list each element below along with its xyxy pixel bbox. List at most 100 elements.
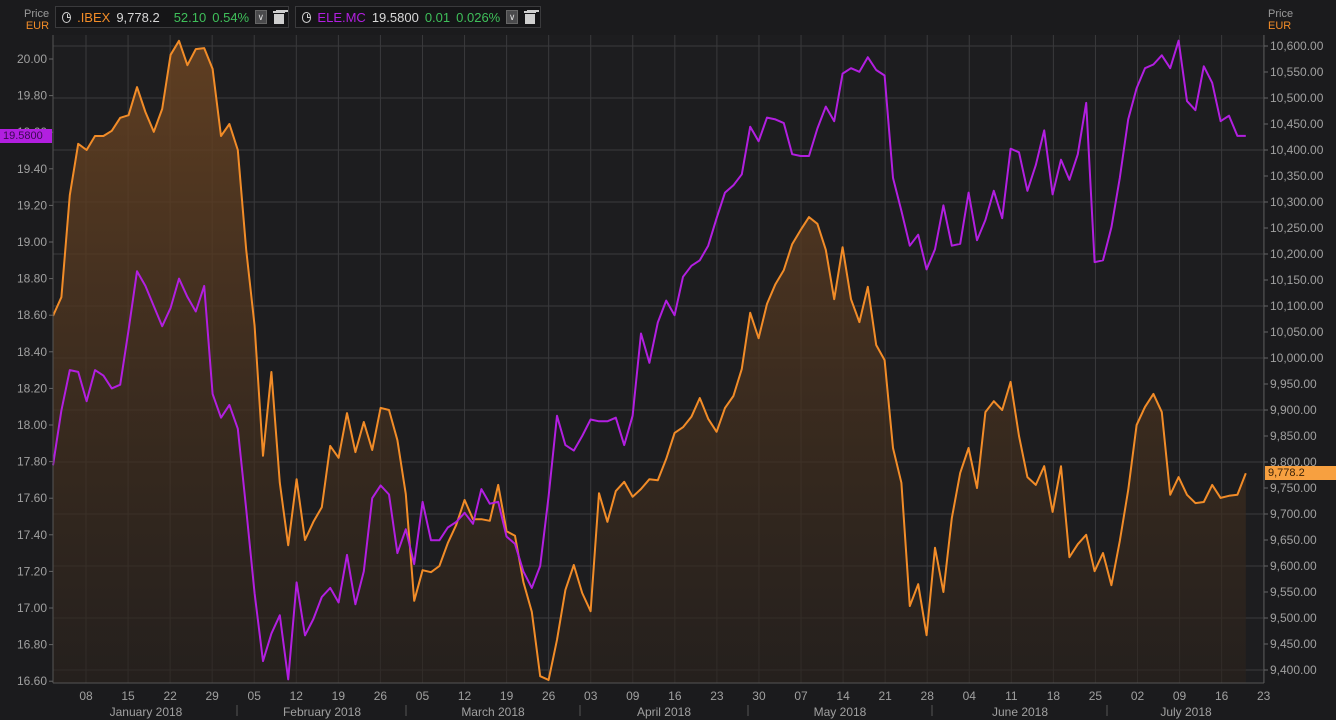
- svg-text:23: 23: [1257, 689, 1271, 703]
- svg-text:May 2018: May 2018: [814, 705, 867, 719]
- legend-symbol: .IBEX: [77, 9, 111, 25]
- svg-text:10,450.00: 10,450.00: [1270, 117, 1324, 131]
- svg-text:16.60: 16.60: [17, 674, 47, 688]
- svg-text:9,900.00: 9,900.00: [1270, 403, 1317, 417]
- svg-text:10,550.00: 10,550.00: [1270, 65, 1324, 79]
- svg-text:March 2018: March 2018: [461, 705, 525, 719]
- svg-text:11: 11: [1005, 689, 1018, 703]
- svg-text:14: 14: [836, 689, 850, 703]
- ibex-last-price-tag: 9,778.2: [1265, 466, 1336, 480]
- svg-text:29: 29: [206, 689, 220, 703]
- left-axis-currency: EUR: [25, 20, 50, 32]
- svg-text:30: 30: [752, 689, 766, 703]
- svg-text:19.00: 19.00: [17, 235, 47, 249]
- svg-text:07: 07: [794, 689, 808, 703]
- trash-icon[interactable]: [524, 10, 536, 24]
- svg-text:03: 03: [584, 689, 598, 703]
- svg-text:22: 22: [163, 689, 177, 703]
- svg-text:April 2018: April 2018: [637, 705, 691, 719]
- legend-change-pct: 0.026%: [456, 9, 501, 25]
- svg-text:26: 26: [542, 689, 556, 703]
- svg-text:04: 04: [963, 689, 977, 703]
- clock-icon: [62, 11, 72, 23]
- svg-text:16.80: 16.80: [17, 638, 47, 652]
- legend-ibex[interactable]: .IBEX 9,778.2 52.10 0.54% ∨: [55, 6, 289, 28]
- svg-text:19.40: 19.40: [17, 162, 47, 176]
- svg-text:18.40: 18.40: [17, 345, 47, 359]
- svg-text:9,650.00: 9,650.00: [1270, 533, 1317, 547]
- svg-text:June 2018: June 2018: [992, 705, 1048, 719]
- svg-text:10,000.00: 10,000.00: [1270, 351, 1324, 365]
- svg-text:July 2018: July 2018: [1160, 705, 1212, 719]
- svg-text:17.20: 17.20: [17, 564, 47, 578]
- chevron-down-icon[interactable]: ∨: [255, 10, 267, 24]
- svg-text:17.60: 17.60: [17, 491, 47, 505]
- svg-text:9,950.00: 9,950.00: [1270, 377, 1317, 391]
- x-axis-ticks: 08 15 22 29 05 12 19 26 05 12 19 26 03 09 16 23 30 07 14 21…: [79, 689, 1270, 719]
- svg-text:9,400.00: 9,400.00: [1270, 663, 1317, 677]
- svg-text:28: 28: [921, 689, 935, 703]
- svg-text:January 2018: January 2018: [110, 705, 183, 719]
- svg-text:10,600.00: 10,600.00: [1270, 39, 1324, 53]
- ele-mc-line[interactable]: [52, 39, 1246, 681]
- svg-text:9,600.00: 9,600.00: [1270, 559, 1317, 573]
- legend-last: 19.5800: [371, 9, 419, 25]
- svg-text:15: 15: [121, 689, 135, 703]
- svg-text:18.20: 18.20: [17, 381, 47, 395]
- legend-change: 52.10: [173, 9, 207, 25]
- svg-text:9,850.00: 9,850.00: [1270, 429, 1317, 443]
- trash-icon[interactable]: [272, 10, 286, 24]
- svg-text:05: 05: [248, 689, 262, 703]
- svg-text:10,100.00: 10,100.00: [1270, 299, 1324, 313]
- svg-text:02: 02: [1131, 689, 1145, 703]
- legend-change: 0.01: [424, 9, 451, 25]
- svg-text:9,700.00: 9,700.00: [1270, 507, 1317, 521]
- svg-text:10,150.00: 10,150.00: [1270, 273, 1324, 287]
- svg-text:10,300.00: 10,300.00: [1270, 195, 1324, 209]
- ibex-line[interactable]: [52, 39, 1247, 681]
- legend-change-pct: 0.54%: [212, 9, 250, 25]
- svg-text:12: 12: [290, 689, 304, 703]
- svg-text:18.80: 18.80: [17, 272, 47, 286]
- svg-text:19: 19: [332, 689, 346, 703]
- svg-text:17.40: 17.40: [17, 528, 47, 542]
- svg-text:19.20: 19.20: [17, 198, 47, 212]
- svg-text:08: 08: [79, 689, 93, 703]
- svg-text:10,400.00: 10,400.00: [1270, 143, 1324, 157]
- svg-text:16: 16: [668, 689, 682, 703]
- svg-text:10,500.00: 10,500.00: [1270, 91, 1324, 105]
- ele-mc-last-price-tag: 19.5800: [0, 129, 52, 143]
- svg-text:20.00: 20.00: [17, 52, 47, 66]
- left-axis-title-text: Price: [24, 8, 50, 20]
- svg-text:9,500.00: 9,500.00: [1270, 611, 1317, 625]
- svg-text:9,800.00: 9,800.00: [1270, 455, 1317, 469]
- clock-icon: [302, 11, 312, 23]
- svg-text:23: 23: [710, 689, 724, 703]
- svg-text:09: 09: [626, 689, 640, 703]
- legend-last: 9,778.2: [116, 9, 160, 25]
- ibex-area-fill: [53, 40, 1246, 684]
- svg-text:9,750.00: 9,750.00: [1270, 481, 1317, 495]
- svg-text:9,550.00: 9,550.00: [1270, 585, 1317, 599]
- svg-text:10,200.00: 10,200.00: [1270, 247, 1324, 261]
- chevron-down-icon[interactable]: ∨: [506, 10, 519, 24]
- svg-text:18: 18: [1047, 689, 1061, 703]
- svg-text:February 2018: February 2018: [283, 705, 361, 719]
- svg-text:19.80: 19.80: [17, 89, 47, 103]
- left-axis-ticks: 20.0019.8019.6019.4019.2019.0018.8018.60…: [17, 52, 53, 688]
- svg-text:10,350.00: 10,350.00: [1270, 169, 1324, 183]
- right-axis-ticks: 10,600.00 10,550.00 10,500.00 10,450.00 10,4…: [1264, 39, 1324, 677]
- right-axis-title-text: Price: [1268, 8, 1294, 20]
- right-axis-title: Price EUR: [1268, 8, 1293, 32]
- svg-text:9,450.00: 9,450.00: [1270, 637, 1317, 651]
- legend-ele-mc[interactable]: ELE.MC 19.5800 0.01 0.026% ∨: [295, 6, 541, 28]
- svg-text:17.80: 17.80: [17, 455, 47, 469]
- svg-text:18.00: 18.00: [17, 418, 47, 432]
- svg-text:17.00: 17.00: [17, 601, 47, 615]
- legend-symbol: ELE.MC: [317, 9, 366, 25]
- svg-text:18.60: 18.60: [17, 308, 47, 322]
- right-axis-currency: EUR: [1268, 20, 1292, 32]
- svg-text:21: 21: [878, 689, 892, 703]
- svg-text:19: 19: [500, 689, 514, 703]
